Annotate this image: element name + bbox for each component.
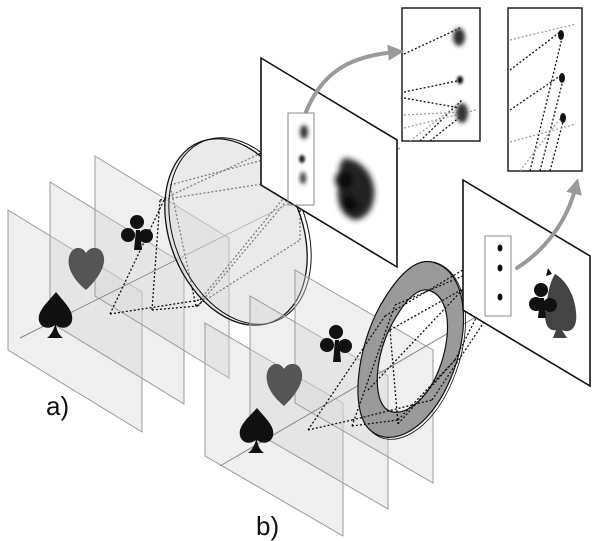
zoom-region-b: [484, 235, 512, 317]
zoom-inset-b: [507, 7, 583, 172]
zoom-inset-b-content: [509, 23, 577, 172]
club-symbol-a: [121, 215, 153, 250]
spade-symbol-b: [239, 408, 274, 453]
panel-a: a): [7, 7, 481, 433]
panel-label-b: b): [256, 511, 279, 541]
heart-symbol-b: [266, 363, 303, 406]
image-plane-b: [462, 178, 591, 388]
composite-image-b: [529, 268, 577, 338]
zoom-inset-a-content: [403, 27, 477, 142]
zoom-inset-a: [401, 7, 481, 142]
zoom-arrow-a: [304, 44, 404, 114]
club-symbol-b: [320, 325, 352, 362]
panel-b: b): [204, 7, 591, 541]
heart-symbol-a: [68, 247, 105, 290]
panel-label-a: a): [46, 391, 69, 421]
ray-bundle-b: [307, 247, 501, 431]
zoom-region-a: [287, 112, 315, 206]
blurred-image-a: [335, 158, 375, 220]
zoom-arrow-b: [515, 178, 582, 270]
spade-symbol-a: [38, 292, 73, 338]
